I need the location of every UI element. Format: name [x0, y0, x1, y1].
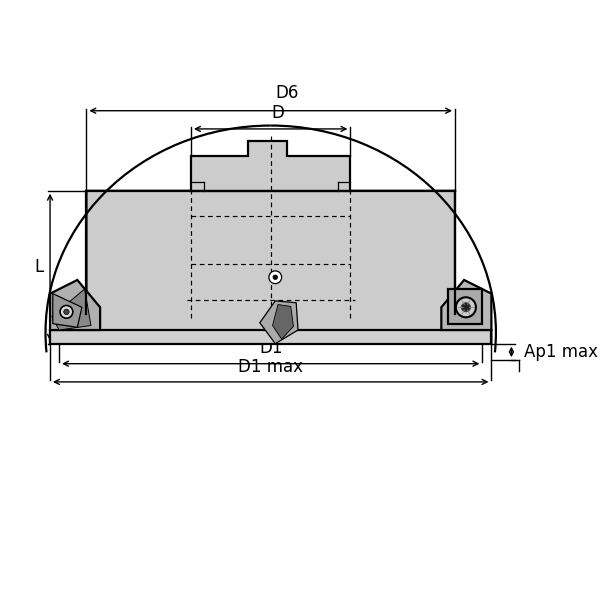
Text: Ap1 max: Ap1 max: [524, 343, 598, 361]
Circle shape: [60, 305, 73, 318]
Polygon shape: [52, 289, 91, 330]
Polygon shape: [272, 305, 293, 339]
Polygon shape: [53, 293, 82, 327]
Polygon shape: [260, 301, 298, 344]
Text: D1: D1: [259, 340, 283, 358]
Polygon shape: [191, 141, 350, 191]
Polygon shape: [50, 191, 491, 344]
Polygon shape: [50, 330, 491, 344]
Text: D1 max: D1 max: [238, 358, 303, 376]
Polygon shape: [442, 280, 491, 330]
Circle shape: [273, 275, 278, 280]
Polygon shape: [50, 280, 100, 330]
Text: D: D: [272, 104, 284, 122]
Text: D6: D6: [275, 83, 299, 101]
Circle shape: [456, 297, 476, 317]
Text: L: L: [34, 258, 44, 276]
Polygon shape: [448, 289, 482, 323]
Circle shape: [64, 309, 69, 314]
Circle shape: [461, 303, 470, 312]
Circle shape: [269, 271, 281, 284]
